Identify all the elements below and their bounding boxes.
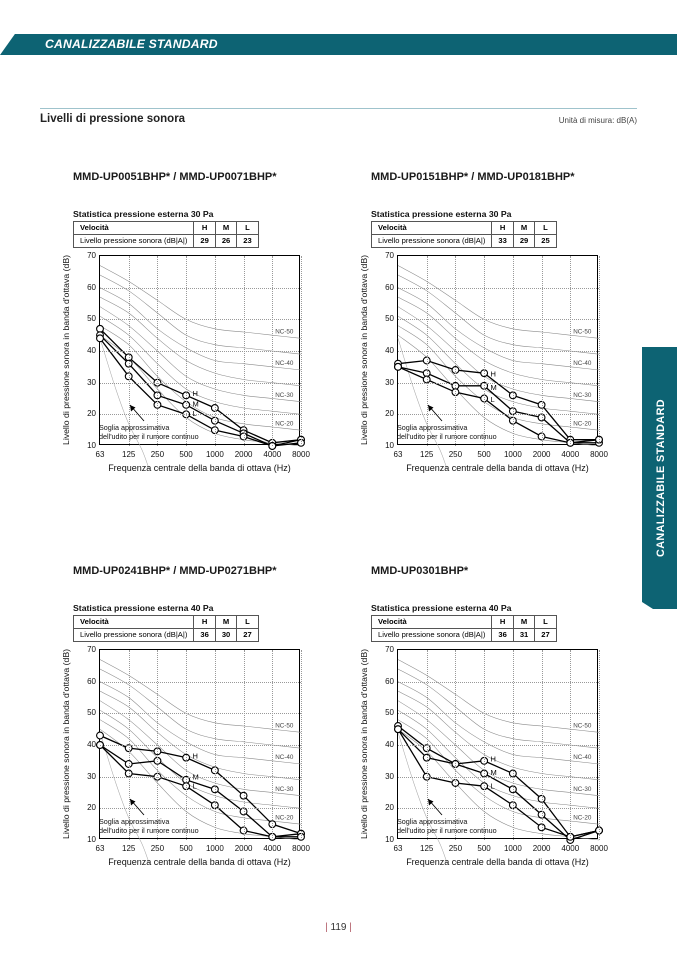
svg-text:NC-20: NC-20	[573, 814, 592, 821]
svg-text:NC-40: NC-40	[275, 754, 294, 761]
svg-text:NC-40: NC-40	[573, 754, 592, 761]
svg-text:NC-40: NC-40	[573, 360, 592, 367]
svg-text:NC-30: NC-30	[573, 786, 592, 793]
svg-text:NC-20: NC-20	[573, 420, 592, 427]
svg-text:H: H	[491, 754, 496, 763]
svg-text:NC-50: NC-50	[573, 723, 592, 730]
svg-text:M: M	[491, 768, 497, 777]
svg-text:M: M	[193, 399, 199, 408]
svg-text:NC-50: NC-50	[275, 329, 294, 336]
svg-text:H: H	[193, 389, 198, 398]
svg-text:NC-40: NC-40	[275, 360, 294, 367]
svg-text:NC-20: NC-20	[275, 814, 294, 821]
svg-text:NC-30: NC-30	[573, 392, 592, 399]
svg-text:L: L	[193, 782, 197, 791]
svg-text:L: L	[491, 395, 495, 404]
svg-text:H: H	[193, 751, 198, 760]
svg-text:NC-30: NC-30	[275, 786, 294, 793]
svg-text:M: M	[491, 383, 497, 392]
svg-text:L: L	[491, 782, 495, 791]
svg-text:NC-50: NC-50	[275, 723, 294, 730]
svg-text:NC-20: NC-20	[275, 420, 294, 427]
svg-text:H: H	[491, 370, 496, 379]
svg-text:NC-50: NC-50	[573, 329, 592, 336]
svg-text:NC-30: NC-30	[275, 392, 294, 399]
